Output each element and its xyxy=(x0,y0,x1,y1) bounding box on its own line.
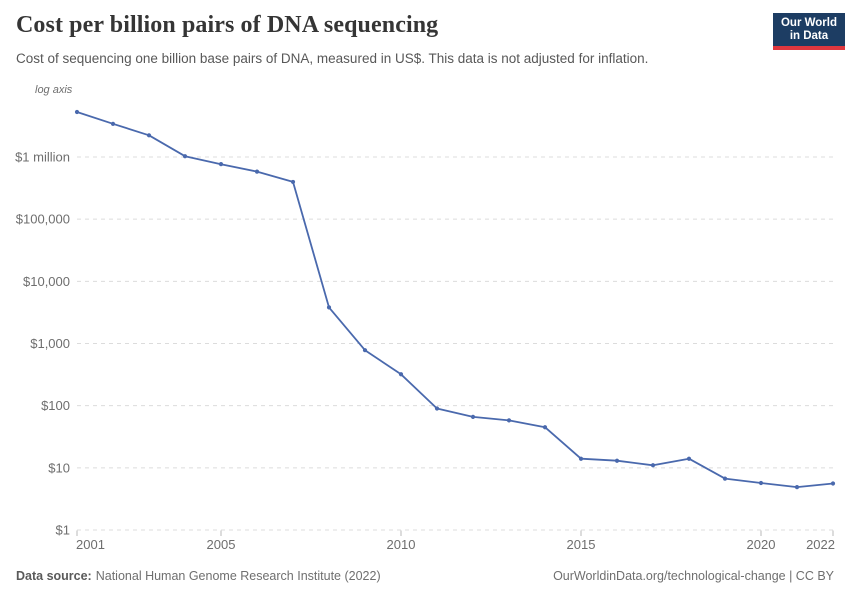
data-point-2015[interactable] xyxy=(578,456,584,461)
data-point-2022[interactable] xyxy=(830,481,836,486)
data-point-2006[interactable] xyxy=(254,169,260,174)
x-tick-label: 2005 xyxy=(207,537,236,552)
owid-logo-line2: in Data xyxy=(789,30,829,42)
y-tick-label: $100,000 xyxy=(16,212,70,227)
y-tick-label: $1 million xyxy=(15,149,70,164)
chart-subtitle: Cost of sequencing one billion base pair… xyxy=(16,51,649,66)
y-tick-label: $100 xyxy=(41,398,70,413)
data-point-2021[interactable] xyxy=(794,484,800,490)
data-point-2019[interactable] xyxy=(722,476,728,481)
x-tick-label: 2020 xyxy=(747,537,776,552)
data-point-2009[interactable] xyxy=(362,348,368,353)
x-tick-label: 2015 xyxy=(567,537,596,552)
y-tick-label: $10,000 xyxy=(23,274,70,289)
data-point-2008[interactable] xyxy=(326,305,332,310)
data-point-2014[interactable] xyxy=(542,425,548,430)
data-point-2012[interactable] xyxy=(470,414,476,419)
data-point-2004[interactable] xyxy=(182,154,188,159)
data-point-2011[interactable] xyxy=(434,406,440,411)
owid-logo-line1: Our World xyxy=(780,17,837,29)
data-point-2007[interactable] xyxy=(290,179,296,185)
data-point-2017[interactable] xyxy=(650,463,656,468)
log-axis-note: log axis xyxy=(35,84,73,96)
data-source-text: National Human Genome Research Institute… xyxy=(95,569,381,583)
page-title: Cost per billion pairs of DNA sequencing xyxy=(16,12,439,38)
data-point-2020[interactable] xyxy=(758,480,764,486)
y-tick-label: $10 xyxy=(48,460,70,475)
data-point-2001[interactable] xyxy=(74,109,80,115)
data-point-2003[interactable] xyxy=(146,133,152,138)
data-point-2010[interactable] xyxy=(398,372,404,377)
data-point-2013[interactable] xyxy=(506,418,512,423)
x-tick-label: 2022 xyxy=(806,537,835,552)
footer-credit-link[interactable]: OurWorldinData.org/technological-change … xyxy=(553,569,834,583)
line-chart-canvas: $1 million $100,000 $10,000 $1,000 $100 $10 $1… xyxy=(15,109,836,552)
x-tick-label: 2001 xyxy=(76,537,105,552)
data-source-label: Data source: xyxy=(16,569,92,583)
data-source: Data source: National Human Genome Resear… xyxy=(16,569,381,583)
data-point-2002[interactable] xyxy=(110,121,116,126)
y-tick-label: $1,000 xyxy=(30,336,70,351)
data-point-2005[interactable] xyxy=(218,162,224,167)
x-tick-label: 2010 xyxy=(387,537,416,552)
y-tick-label: $1 xyxy=(56,523,70,538)
owid-logo[interactable]: Our World in Data xyxy=(772,13,845,50)
data-point-2018[interactable] xyxy=(686,456,692,461)
data-point-2016[interactable] xyxy=(614,458,620,463)
data-line[interactable] xyxy=(76,111,834,489)
